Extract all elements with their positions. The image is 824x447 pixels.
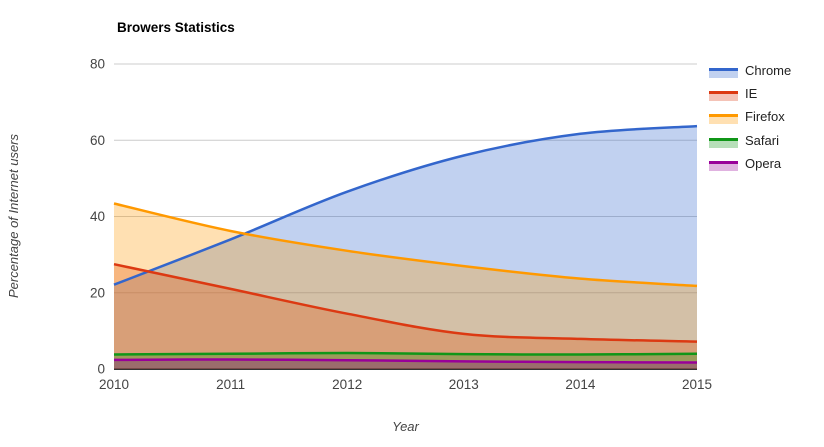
- legend-swatch-safari-icon: [709, 133, 738, 148]
- series-area-chrome: [114, 126, 697, 369]
- legend-item-safari: Safari: [709, 133, 779, 148]
- series-line-firefox: [113, 202, 698, 288]
- x-tick-label: 2015: [682, 377, 712, 392]
- legend-label: Firefox: [745, 109, 785, 125]
- legend-swatch-firefox-icon: [709, 109, 738, 125]
- x-tick-label: 2012: [332, 377, 362, 392]
- y-tick-label: 40: [90, 209, 105, 224]
- series-line-safari: [113, 351, 698, 356]
- x-axis-title: Year: [392, 419, 419, 434]
- legend-item-firefox: Firefox: [709, 109, 785, 125]
- legend-swatch-chrome-icon: [709, 63, 738, 78]
- legend-swatch-ie-icon: [709, 86, 738, 102]
- series-area-opera: [114, 359, 697, 369]
- series-area-ie: [114, 264, 697, 369]
- series-line-opera: [113, 358, 698, 364]
- legend-item-chrome: Chrome: [709, 63, 791, 78]
- y-tick-label: 80: [90, 57, 105, 72]
- y-tick-label: 0: [97, 362, 105, 377]
- legend-swatch-opera-icon: [709, 156, 738, 171]
- x-tick-label: 2014: [565, 377, 596, 392]
- legend-item-opera: Opera: [709, 156, 781, 171]
- legend-item-ie: IE: [709, 86, 758, 102]
- series-line-ie: [113, 262, 698, 343]
- y-tick-label: 20: [90, 285, 105, 300]
- series-line-chrome: [113, 124, 698, 286]
- legend-label: IE: [745, 86, 758, 102]
- y-tick-label: 60: [90, 133, 105, 148]
- legend-label: Chrome: [745, 63, 792, 78]
- y-axis-title: Percentage of Internet users: [6, 133, 21, 299]
- legend-label: Safari: [745, 132, 779, 148]
- legend-label: Opera: [745, 155, 782, 171]
- series-area-firefox: [114, 203, 697, 369]
- x-tick-label: 2010: [99, 377, 129, 392]
- x-tick-label: 2013: [449, 377, 479, 392]
- chart-title: Browers Statistics: [117, 20, 235, 35]
- x-tick-label: 2011: [216, 377, 245, 392]
